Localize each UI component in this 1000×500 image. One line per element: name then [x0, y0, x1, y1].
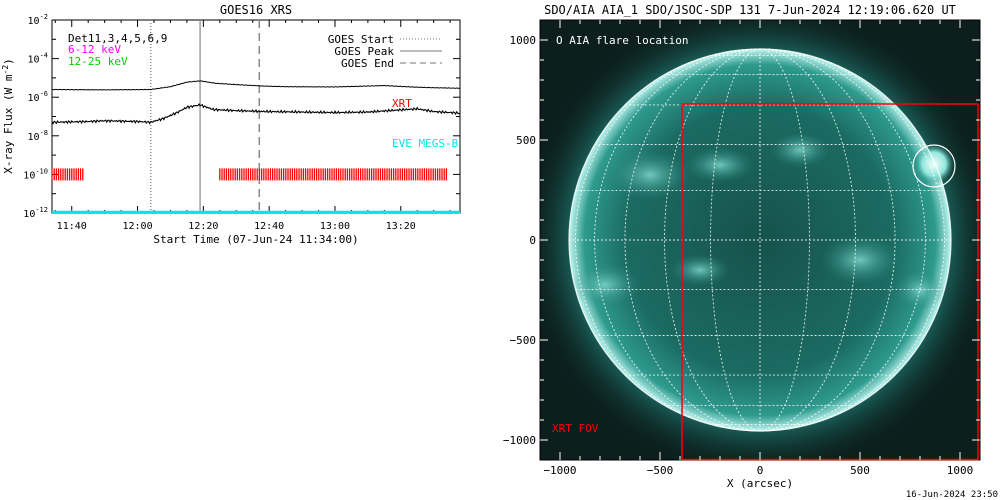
aia-title: SDO/AIA AIA_1 SDO/JSOC-SDP 131 7-Jun-202…	[544, 3, 956, 17]
goes-xtick-label: 13:20	[386, 221, 416, 232]
legend-start-label: GOES Start	[328, 33, 394, 46]
flare-location-marker	[912, 144, 956, 188]
longitude-line	[624, 48, 761, 432]
goes-energy-label-1: 6-12 keV	[68, 43, 121, 56]
longitude-line	[594, 48, 761, 432]
legend-end-label: GOES End	[341, 57, 394, 70]
aia-xtick-label: −500	[647, 464, 674, 477]
goes-short-channel-line	[51, 103, 461, 125]
longitude-line	[759, 48, 896, 432]
aia-xtick-label: 500	[850, 464, 870, 477]
aia-image	[540, 20, 980, 460]
longitude-line	[759, 48, 856, 432]
goes-xtick-label: 13:00	[320, 221, 350, 232]
goes-y-axis: 10-12 10-10 10-8 10-6 10-4 10-2	[23, 13, 460, 220]
flare-legend: O AIA flare location	[556, 34, 688, 47]
aia-axes: −1000 −500 0 500 1000 −1000 −500 0 500 1000	[503, 20, 980, 477]
longitude-line	[575, 48, 761, 432]
aia-plot-frame	[539, 19, 981, 461]
flare-brightening	[914, 144, 954, 184]
goes-ytick-label: 10-8	[28, 129, 48, 143]
xrt-label: XRT	[392, 97, 412, 110]
goes-legend: GOES Start GOES Peak GOES End	[328, 33, 442, 70]
goes-event-lines	[149, 20, 261, 213]
goes-ytick-label: 10-2	[28, 13, 48, 27]
goes-xtick-label: 12:20	[188, 221, 218, 232]
xrt-fov-box	[681, 103, 979, 461]
goes-ylabel: X-ray Flux (W m-2)	[1, 58, 15, 174]
goes-title: GOES16 XRS	[220, 3, 292, 17]
goes-long-channel-line	[51, 80, 461, 91]
legend-peak-label: GOES Peak	[334, 45, 394, 58]
heliographic-grid	[568, 48, 952, 432]
longitude-line	[759, 48, 810, 432]
aia-ytick-label: 0	[529, 234, 536, 247]
goes-xrs-chart: GOES16 XRS 10-12 10-10 10-8 10-6 10-4 10-2 11…	[1, 3, 461, 246]
eve-label: EVE MEGS-B	[392, 137, 459, 150]
aia-xtick-label: 0	[757, 464, 764, 477]
goes-energy-label-2: 12-25 keV	[68, 55, 128, 68]
longitude-line	[759, 48, 926, 432]
aia-ytick-label: −500	[510, 334, 537, 347]
goes-xtick-label: 11:40	[57, 221, 87, 232]
solar-corona	[540, 20, 980, 460]
longitude-line	[710, 48, 761, 432]
longitude-line	[759, 48, 945, 432]
goes-x-axis: 11:40 12:00 12:20 12:40 13:00 13:20	[54, 20, 451, 232]
goes-ytick-label: 10-12	[23, 206, 48, 220]
aia-ytick-label: 500	[516, 134, 536, 147]
goes-ytick-label: 10-4	[28, 52, 48, 66]
goes-ytick-label: 10-10	[23, 167, 48, 181]
goes-xtick-label: 12:40	[254, 221, 284, 232]
limb-circle	[568, 48, 952, 432]
longitude-line	[664, 48, 761, 432]
aia-background	[540, 20, 980, 460]
goes-coverage-marks	[51, 168, 460, 214]
aia-xtick-label: 1000	[947, 464, 974, 477]
goes-xtick-label: 12:00	[122, 221, 152, 232]
aia-xtick-label: −1000	[543, 464, 576, 477]
solar-disk	[569, 49, 951, 431]
aia-ytick-label: −1000	[503, 434, 536, 447]
aia-ytick-label: 1000	[510, 34, 537, 47]
footer-timestamp: 16-Jun-2024 23:50	[906, 490, 998, 500]
active-regions	[570, 132, 945, 310]
goes-xlabel: Start Time (07-Jun-24 11:34:00)	[153, 233, 358, 246]
goes-det-label: Det11,3,4,5,6,9	[68, 32, 167, 45]
xrt-fov-label: XRT FOV	[552, 422, 599, 435]
goes-series-lines	[51, 80, 461, 125]
goes-ytick-label: 10-6	[28, 90, 48, 104]
aia-xlabel: X (arcsec)	[727, 477, 793, 490]
